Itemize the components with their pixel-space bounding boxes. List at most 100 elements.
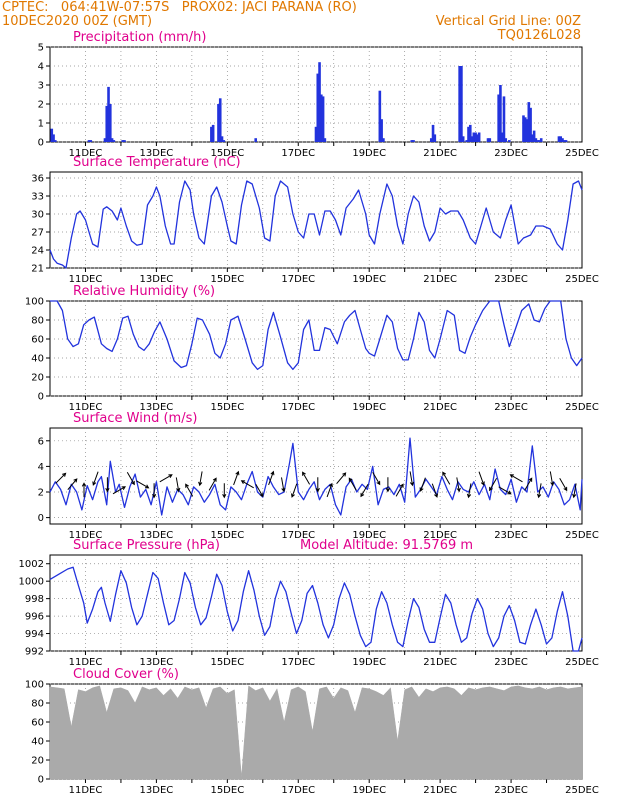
cloud-xtick-label: 17DEC — [281, 785, 315, 796]
precip-bar — [412, 140, 415, 142]
precip-bar — [522, 115, 525, 142]
wind-arrow — [360, 484, 369, 498]
wind-arrow — [336, 472, 347, 485]
rh-ytick-label: 80 — [31, 316, 44, 327]
precip-bar — [110, 138, 114, 142]
rh-xtick-label: 23DEC — [494, 402, 528, 413]
wind-arrow — [112, 486, 126, 495]
precip-bar — [534, 138, 538, 142]
precip-bar — [87, 140, 91, 142]
precip-bar — [460, 66, 463, 142]
wind-ytick-label: 0 — [38, 513, 44, 524]
wind-arrow — [198, 471, 203, 487]
precip-bar — [320, 94, 323, 142]
precip-xtick-label: 21DEC — [423, 148, 457, 159]
pressure-ytick-label: 996 — [25, 612, 44, 623]
precip-title: Precipitation (mm/h) — [73, 30, 206, 45]
pressure-title: Surface Pressure (hPa) — [73, 538, 220, 553]
precip-bar — [217, 104, 220, 142]
rh-ytick-label: 40 — [31, 354, 44, 365]
wind-arrow — [240, 480, 254, 489]
wind-arrow — [302, 471, 311, 485]
precip-xtick-label: 17DEC — [281, 148, 315, 159]
precip-bar — [314, 126, 318, 142]
precip-bar — [461, 136, 465, 142]
temp-ytick-label: 33 — [31, 192, 44, 203]
temp-frame — [49, 171, 583, 269]
wind-ytick-label: 2 — [38, 488, 44, 499]
precip-ytick-label: 5 — [38, 43, 44, 54]
temp-xtick-label: 11DEC — [69, 274, 103, 285]
wind-arrow — [478, 471, 485, 486]
wind-arrow — [372, 472, 381, 486]
rh-xtick-label: 15DEC — [210, 402, 244, 413]
wind-arrow — [489, 478, 498, 492]
precip-bar — [476, 134, 479, 142]
precip-bar — [112, 140, 116, 142]
wind-xtick-label: 23DEC — [494, 530, 528, 541]
header-line1: CPTEC: 064:41W-07:57S PROX02: JACI PARAN… — [2, 0, 357, 15]
wind-arrow — [431, 483, 439, 498]
cloud-xtick-label: 15DEC — [210, 785, 244, 796]
precip-bar — [211, 124, 215, 142]
rh-frame — [49, 300, 583, 397]
precip-ytick-label: 1 — [38, 119, 44, 130]
wind-xtick-label: 13DEC — [140, 530, 174, 541]
wind-arrow — [152, 483, 157, 499]
cloud-ytick-label: 40 — [31, 737, 44, 748]
pressure-ytick-label: 994 — [25, 629, 44, 640]
precip-bar — [561, 138, 564, 142]
precip-bar — [54, 140, 57, 142]
temp-xtick-label: 25DEC — [565, 274, 599, 285]
precip-bar — [218, 98, 222, 142]
precip-xtick-label: 15DEC — [210, 148, 244, 159]
precip-bar — [431, 124, 435, 142]
cloud-ytick-label: 80 — [31, 699, 44, 710]
wind-arrow — [395, 483, 404, 497]
wind-ytick-label: 6 — [38, 436, 44, 447]
precip-bar — [254, 138, 258, 142]
precip-bar — [468, 124, 472, 142]
wind-arrow — [268, 470, 275, 486]
precip-bar — [564, 140, 568, 142]
wind-arrow — [255, 484, 264, 498]
wind-arrow — [537, 483, 542, 499]
rh-xtick-label: 13DEC — [140, 402, 174, 413]
precip-xtick-label: 23DEC — [494, 148, 528, 159]
precip-bar — [429, 138, 433, 142]
pressure-ytick-label: 1002 — [19, 559, 44, 570]
pressure-xtick-label: 19DEC — [352, 657, 386, 668]
wind-arrow — [419, 477, 426, 492]
pressure-line — [49, 566, 583, 652]
wind-arrow — [509, 474, 523, 483]
rh-xtick-label: 21DEC — [423, 402, 457, 413]
wind-arrow — [466, 483, 472, 499]
precip-bar — [557, 136, 561, 142]
cloud-ytick-label: 100 — [25, 680, 44, 691]
wind-arrow — [159, 474, 173, 483]
precip-bar — [527, 102, 531, 142]
precip-bar — [504, 138, 508, 142]
wind-arrow — [326, 482, 333, 498]
rh-ytick-label: 60 — [31, 335, 44, 346]
cloud-xtick-label: 19DEC — [352, 785, 386, 796]
precip-bar — [458, 66, 461, 142]
precip-bar — [380, 119, 383, 142]
precip-bar — [538, 140, 541, 142]
temp-xtick-label: 13DEC — [140, 274, 174, 285]
temp-ytick-label: 27 — [31, 228, 44, 239]
temp-ytick-label: 21 — [31, 264, 44, 275]
wind-ytick-label: 4 — [38, 462, 44, 473]
precip-bar — [539, 138, 543, 142]
wind-title: Surface Wind (m/s) — [73, 411, 197, 426]
wind-arrow — [175, 477, 181, 493]
temp-xtick-label: 21DEC — [423, 274, 457, 285]
wind-xtick-label: 19DEC — [352, 530, 386, 541]
pressure-annotation: Model Altitude: 91.5769 m — [300, 538, 473, 553]
precip-bar — [222, 140, 226, 142]
pressure-xtick-label: 23DEC — [494, 657, 528, 668]
wind-arrow — [185, 483, 194, 497]
precip-bar — [523, 117, 527, 142]
precip-bar — [105, 105, 109, 142]
